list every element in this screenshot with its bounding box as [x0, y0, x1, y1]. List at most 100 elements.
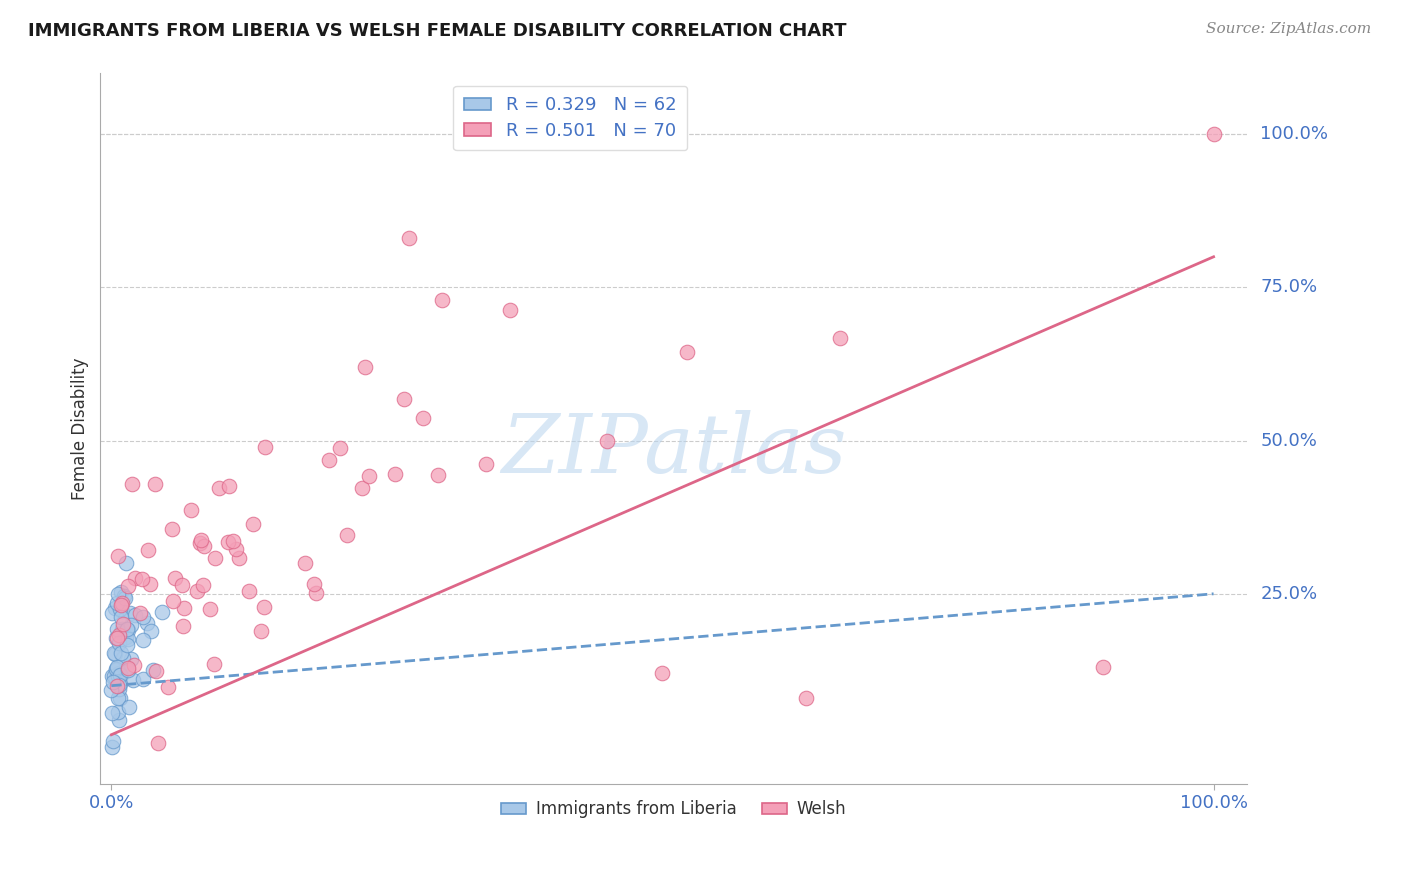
- Point: [101, 739, 124, 754]
- Point: [101, 706, 124, 720]
- Point: [426, 467, 449, 482]
- Point: [105, 679, 128, 693]
- Point: [217, 534, 239, 549]
- Point: [160, 522, 183, 536]
- Text: 25.0%: 25.0%: [1260, 585, 1317, 603]
- Point: [105, 596, 128, 610]
- Point: [110, 598, 132, 612]
- Point: [475, 458, 498, 472]
- Point: [250, 624, 273, 639]
- Point: [107, 636, 129, 650]
- Point: [128, 606, 150, 620]
- Point: [110, 610, 132, 624]
- Point: [111, 622, 134, 636]
- Point: [122, 673, 145, 688]
- Point: [242, 516, 264, 531]
- Point: [676, 345, 699, 359]
- Point: [165, 570, 187, 584]
- Legend: Immigrants from Liberia, Welsh: Immigrants from Liberia, Welsh: [494, 794, 853, 825]
- Point: [794, 690, 817, 705]
- Point: [384, 467, 406, 481]
- Y-axis label: Female Disability: Female Disability: [72, 357, 89, 500]
- Point: [115, 630, 138, 644]
- Point: [499, 303, 522, 318]
- Point: [336, 528, 359, 542]
- Point: [108, 666, 131, 681]
- Point: [110, 646, 132, 660]
- Point: [118, 700, 141, 714]
- Point: [202, 657, 225, 672]
- Point: [186, 584, 208, 599]
- Point: [651, 666, 673, 681]
- Point: [190, 533, 212, 547]
- Point: [253, 600, 276, 615]
- Point: [120, 618, 142, 632]
- Point: [100, 607, 122, 621]
- Point: [318, 452, 340, 467]
- Point: [100, 683, 122, 698]
- Point: [170, 578, 193, 592]
- Point: [103, 600, 125, 615]
- Point: [101, 674, 124, 689]
- Point: [101, 668, 124, 682]
- Point: [108, 691, 131, 706]
- Point: [193, 539, 215, 553]
- Point: [117, 579, 139, 593]
- Point: [117, 632, 139, 647]
- Point: [107, 587, 129, 601]
- Point: [114, 556, 136, 570]
- Point: [228, 551, 250, 566]
- Point: [595, 434, 617, 449]
- Point: [110, 668, 132, 682]
- Point: [107, 622, 129, 636]
- Point: [108, 602, 131, 616]
- Point: [124, 657, 146, 672]
- Point: [139, 624, 162, 638]
- Point: [108, 628, 131, 642]
- Point: [131, 572, 153, 586]
- Point: [117, 624, 139, 638]
- Point: [302, 577, 325, 591]
- Point: [198, 602, 221, 616]
- Point: [107, 678, 129, 692]
- Point: [218, 479, 240, 493]
- Point: [110, 604, 132, 618]
- Point: [108, 668, 131, 682]
- Point: [135, 615, 157, 630]
- Text: 50.0%: 50.0%: [1260, 432, 1317, 450]
- Point: [143, 477, 166, 491]
- Point: [108, 713, 131, 727]
- Point: [224, 541, 246, 556]
- Point: [132, 673, 155, 687]
- Point: [1092, 660, 1115, 674]
- Point: [114, 591, 136, 605]
- Point: [104, 662, 127, 676]
- Point: [124, 571, 146, 585]
- Point: [131, 610, 153, 624]
- Point: [115, 661, 138, 675]
- Text: 100.0%: 100.0%: [1260, 125, 1329, 144]
- Point: [132, 632, 155, 647]
- Point: [110, 626, 132, 640]
- Point: [398, 231, 420, 245]
- Point: [392, 392, 415, 406]
- Point: [110, 585, 132, 599]
- Point: [253, 441, 276, 455]
- Point: [238, 583, 260, 598]
- Point: [352, 481, 374, 495]
- Point: [105, 631, 128, 645]
- Point: [108, 681, 131, 696]
- Point: [111, 651, 134, 665]
- Point: [120, 652, 142, 666]
- Point: [111, 596, 134, 610]
- Point: [145, 665, 167, 679]
- Point: [107, 705, 129, 719]
- Point: [359, 469, 381, 483]
- Point: [139, 576, 162, 591]
- Point: [103, 669, 125, 683]
- Point: [329, 441, 352, 455]
- Point: [117, 661, 139, 675]
- Point: [104, 647, 127, 661]
- Point: [304, 585, 326, 599]
- Point: [118, 606, 141, 620]
